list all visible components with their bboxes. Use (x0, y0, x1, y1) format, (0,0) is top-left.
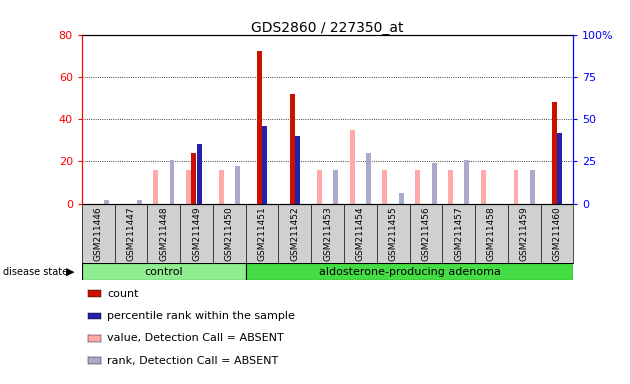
Text: percentile rank within the sample: percentile rank within the sample (107, 311, 295, 321)
Bar (235, 166, 240, 204)
Text: GSM211457: GSM211457 (454, 207, 463, 261)
Bar (366, 153, 371, 204)
Bar (432, 163, 437, 204)
Bar (186, 170, 191, 204)
Text: disease state: disease state (3, 266, 68, 277)
Bar (153, 170, 158, 204)
Bar (382, 170, 387, 204)
Bar (257, 51, 262, 204)
Bar (169, 160, 175, 204)
Text: GSM211458: GSM211458 (487, 207, 496, 261)
Text: GSM211455: GSM211455 (389, 207, 398, 261)
Bar (350, 130, 355, 204)
Bar (137, 200, 142, 204)
Text: value, Detection Call = ABSENT: value, Detection Call = ABSENT (107, 333, 284, 343)
Bar (448, 170, 453, 204)
Text: GSM211449: GSM211449 (192, 207, 201, 261)
Text: GSM211452: GSM211452 (290, 207, 299, 261)
Text: ▶: ▶ (66, 266, 74, 277)
Bar (333, 170, 338, 204)
Bar (415, 170, 420, 204)
Bar (192, 153, 197, 204)
Bar (399, 194, 404, 204)
Text: GSM211447: GSM211447 (127, 207, 135, 261)
Text: GSM211459: GSM211459 (520, 207, 529, 261)
Bar (246, 263, 573, 280)
Bar (82, 263, 246, 280)
Bar (552, 102, 557, 204)
Text: GSM211460: GSM211460 (553, 207, 561, 261)
Bar (295, 136, 300, 204)
Bar (530, 170, 535, 204)
Bar (317, 170, 322, 204)
Text: GSM211448: GSM211448 (159, 207, 168, 261)
Bar (464, 160, 469, 204)
Text: GSM211453: GSM211453 (323, 207, 332, 261)
Text: control: control (144, 266, 183, 277)
Bar (290, 94, 295, 204)
Text: GSM211450: GSM211450 (225, 207, 234, 261)
Text: GDS2860 / 227350_at: GDS2860 / 227350_at (251, 21, 404, 35)
Bar (481, 170, 486, 204)
Bar (104, 200, 109, 204)
Text: GSM211454: GSM211454 (356, 207, 365, 261)
Bar (219, 170, 224, 204)
Bar (513, 170, 518, 204)
Text: GSM211446: GSM211446 (94, 207, 103, 261)
Text: GSM211451: GSM211451 (258, 207, 266, 261)
Bar (557, 132, 562, 204)
Text: aldosterone-producing adenoma: aldosterone-producing adenoma (319, 266, 500, 277)
Bar (197, 144, 202, 204)
Text: count: count (107, 289, 139, 299)
Bar (262, 126, 267, 204)
Text: GSM211456: GSM211456 (421, 207, 430, 261)
Text: rank, Detection Call = ABSENT: rank, Detection Call = ABSENT (107, 356, 278, 366)
